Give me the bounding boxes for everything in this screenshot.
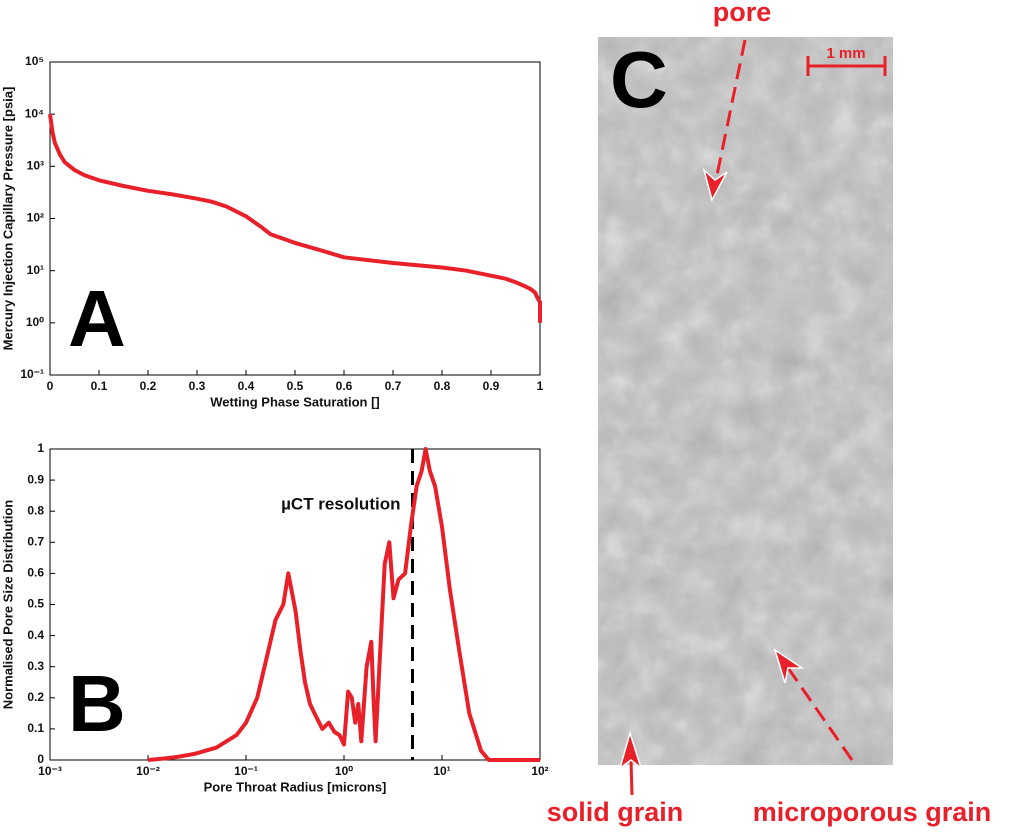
x-tick-label: 0.4 [238, 379, 255, 393]
y-tick-label: 0.5 [27, 597, 44, 611]
y-tick-label: 0.6 [27, 566, 44, 580]
scale-label: 1 mm [826, 45, 865, 62]
microporous-grain-label: microporous grain [753, 797, 992, 827]
x-tick-label: 0.9 [483, 379, 500, 393]
y-tick-label: 0.2 [27, 690, 44, 704]
y-axis-label: Mercury Injection Capillary Pressure [ps… [0, 87, 15, 351]
x-tick-label: 0.6 [336, 379, 353, 393]
x-axis-label: Wetting Phase Saturation [] [210, 394, 380, 409]
panel-label: C [610, 35, 668, 124]
y-tick-label: 10¹ [27, 263, 44, 277]
x-tick-label: 10⁻³ [38, 764, 62, 778]
arrowhead [702, 167, 728, 203]
y-tick-label: 0.4 [27, 628, 44, 642]
data-line [48, 113, 542, 323]
x-tick-label: 0.7 [385, 379, 402, 393]
y-axis-label: Normalised Pore Size Distribution [0, 500, 15, 710]
x-tick-label: 0 [47, 379, 54, 393]
x-tick-label: 10⁻¹ [234, 764, 258, 778]
x-tick-label: 0.1 [91, 379, 108, 393]
arrowhead [773, 648, 805, 684]
panel-label: A [68, 274, 126, 363]
data-line [147, 447, 540, 762]
x-tick-label: 0.5 [287, 379, 304, 393]
pore-label: pore [713, 0, 772, 27]
x-tick-label: 10¹ [433, 764, 450, 778]
arrowhead [618, 730, 643, 771]
y-tick-label: 1 [37, 441, 44, 455]
x-axis-label: Pore Throat Radius [microns] [204, 779, 387, 794]
y-tick-label: 10⁻¹ [20, 367, 44, 381]
x-tick-label: 0.8 [434, 379, 451, 393]
y-tick-label: 0.1 [27, 721, 44, 735]
solid-grain-label: solid grain [547, 797, 684, 827]
y-tick-label: 10² [27, 211, 44, 225]
pointer [784, 664, 854, 761]
y-tick-label: 0.8 [27, 503, 44, 517]
annotation: µCT resolution [281, 494, 400, 513]
x-tick-label: 10⁰ [335, 764, 353, 778]
x-tick-label: 0.3 [189, 379, 206, 393]
y-tick-label: 0.9 [27, 472, 44, 486]
panel-label: B [68, 659, 126, 748]
micro-ct-image [598, 37, 893, 765]
x-tick-label: 1 [537, 379, 544, 393]
y-tick-label: 10³ [27, 159, 44, 173]
y-tick-label: 10⁴ [25, 106, 44, 120]
y-tick-label: 10⁰ [26, 315, 44, 329]
x-tick-label: 0.2 [140, 379, 157, 393]
y-tick-label: 0 [37, 752, 44, 766]
x-tick-label: 10⁻² [136, 764, 160, 778]
pointer [629, 759, 634, 796]
x-tick-label: 10² [531, 764, 548, 778]
y-tick-label: 0.7 [27, 534, 44, 548]
y-tick-label: 10⁵ [25, 54, 44, 68]
y-tick-label: 0.3 [27, 659, 44, 673]
